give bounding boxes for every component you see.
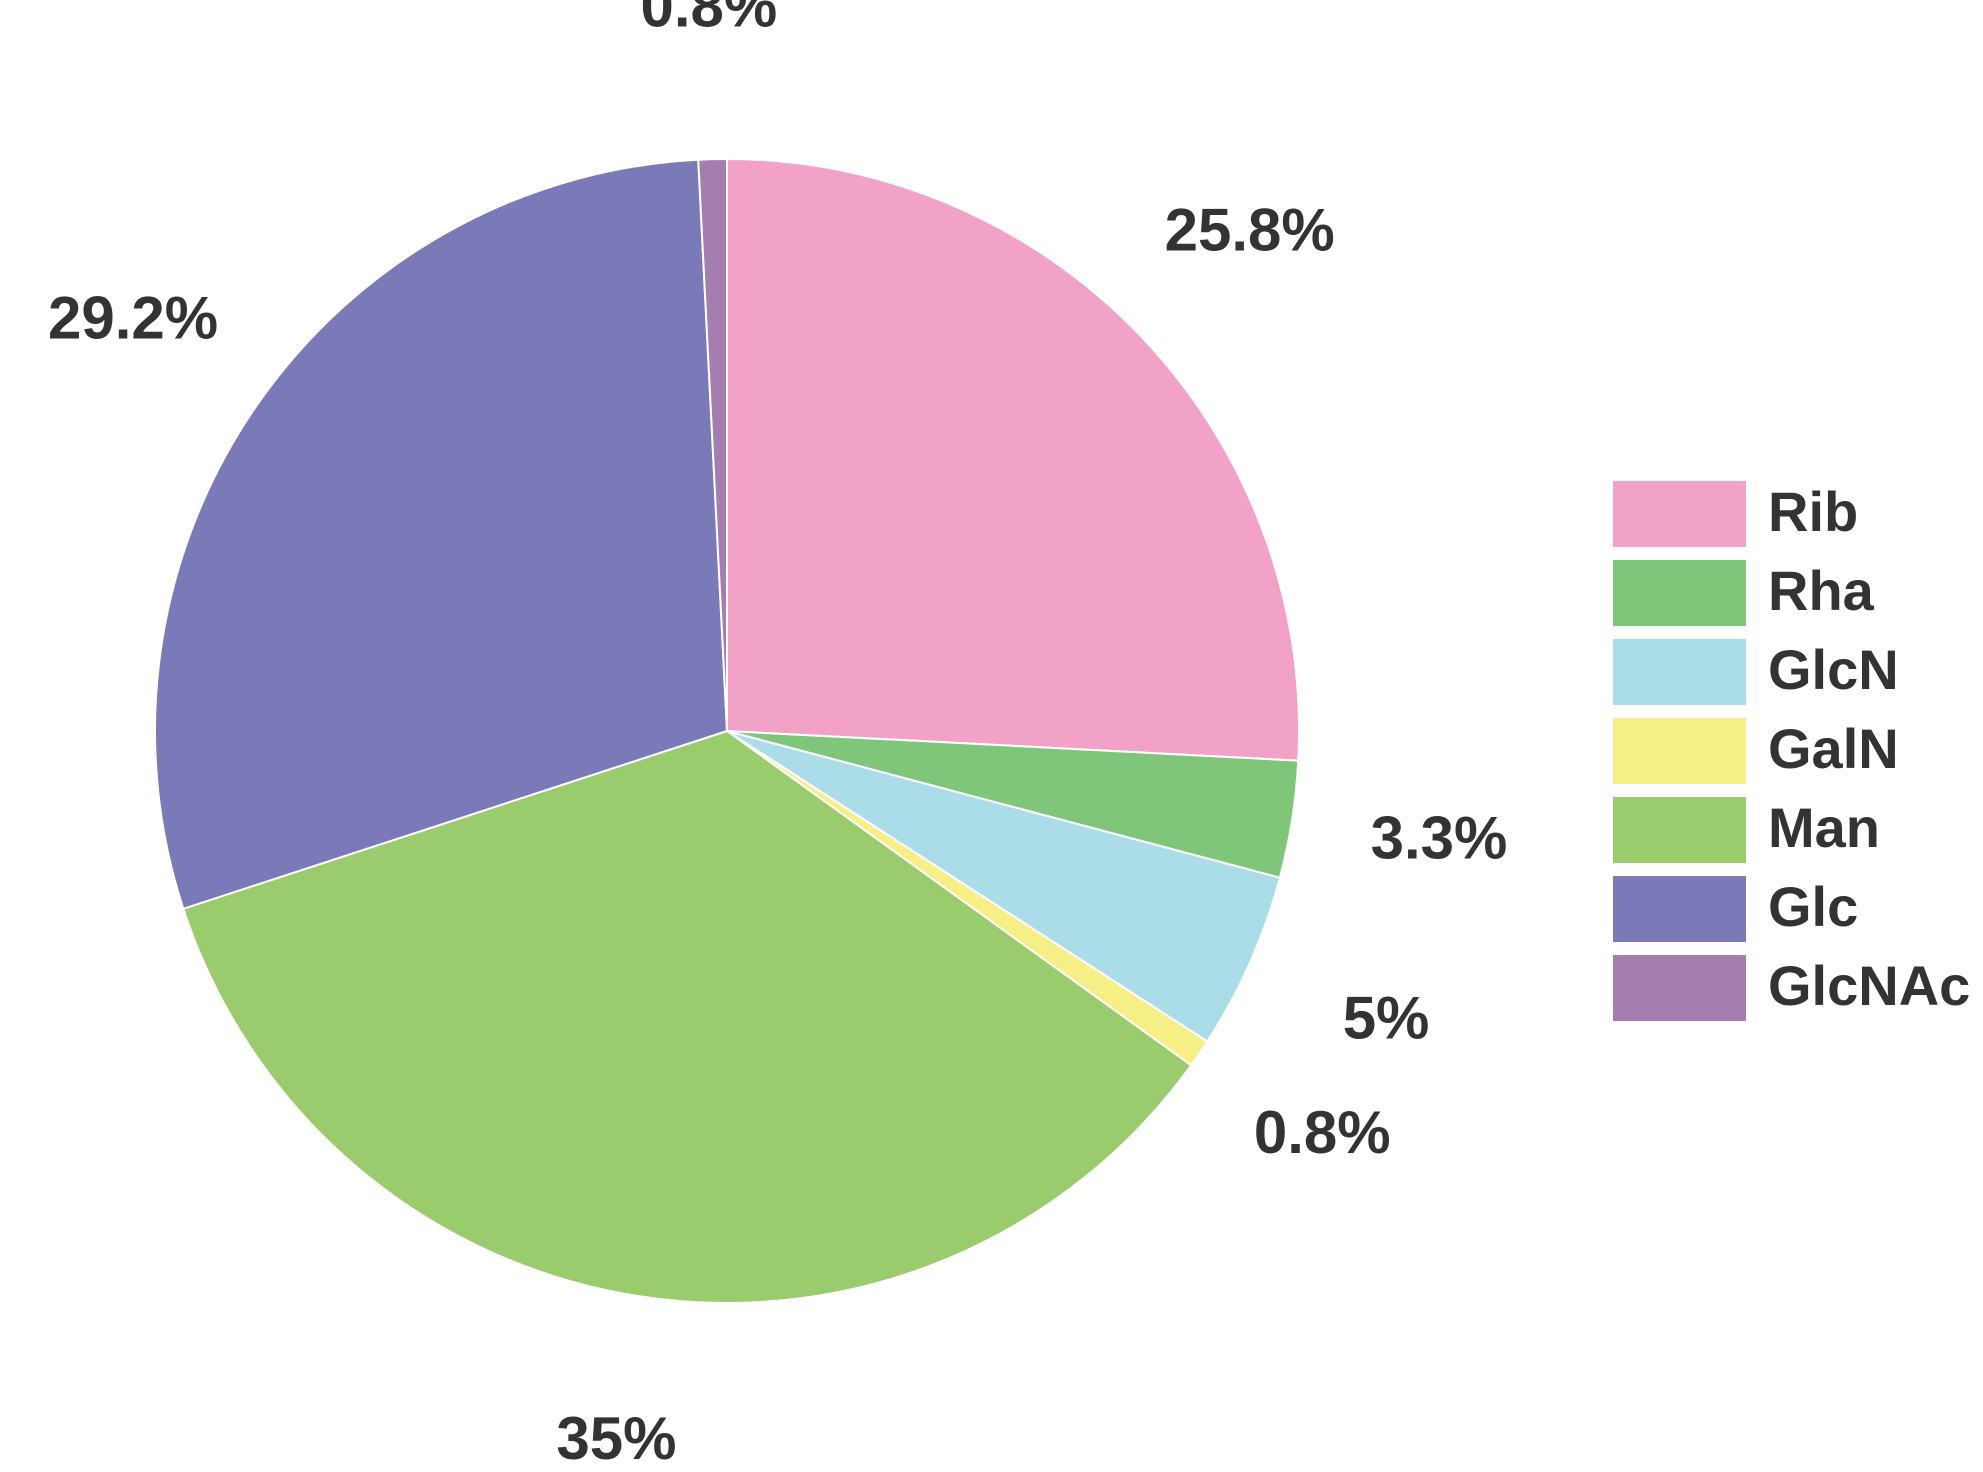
legend-label: Rib: [1768, 480, 1858, 543]
pie-slice: [697, 157, 728, 732]
slice-label: 29.2%: [48, 285, 218, 352]
pie-slice: [154, 158, 729, 911]
legend-label: Glc: [1768, 875, 1858, 938]
pie-slice: [726, 730, 1282, 1043]
legend-swatch: [1613, 876, 1746, 942]
legend-swatch: [1613, 560, 1746, 626]
legend-label: GlcN: [1768, 638, 1899, 701]
slice-label: 25.8%: [1165, 197, 1335, 264]
slice-label: 3.3%: [1371, 805, 1508, 872]
pie-slice: [726, 157, 1300, 762]
legend-swatch: [1613, 718, 1746, 784]
legend-swatch: [1613, 481, 1746, 547]
slice-label: 0.8%: [640, 0, 777, 39]
slice-label: 35%: [556, 1405, 676, 1472]
legend-label: GalN: [1768, 717, 1899, 780]
legend-swatch: [1613, 797, 1746, 863]
slice-label: 5%: [1343, 985, 1430, 1052]
legend-swatch: [1613, 955, 1746, 1021]
pie-slice: [182, 729, 1193, 1304]
legend-label: Man: [1768, 796, 1880, 859]
legend-label: Rha: [1768, 559, 1875, 622]
legend-swatch: [1613, 639, 1746, 705]
legend-label: GlcNAc: [1768, 954, 1970, 1017]
slice-label: 0.8%: [1254, 1099, 1391, 1166]
